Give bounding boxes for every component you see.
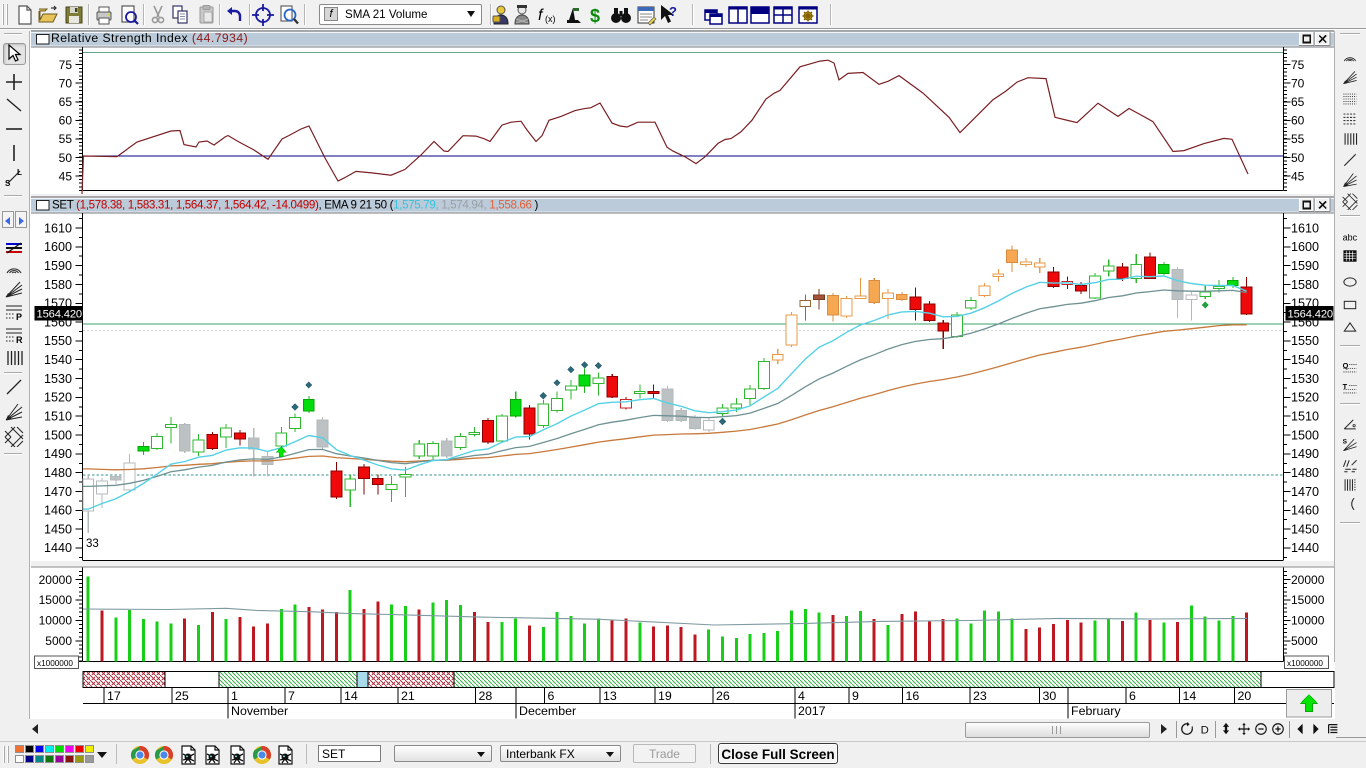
svg-text:15000: 15000 [1291,593,1325,607]
svg-text:2017: 2017 [798,704,826,718]
svg-text:10000: 10000 [1291,614,1325,628]
svg-text:60: 60 [59,114,73,128]
svg-text:R: R [16,335,23,345]
svg-text:1510: 1510 [1291,410,1319,424]
svg-text:(x): (x) [545,14,556,24]
svg-text:1450: 1450 [1291,522,1319,536]
svg-text:1490: 1490 [1291,447,1319,461]
svg-text:9: 9 [852,689,859,703]
svg-text:60: 60 [1291,114,1305,128]
svg-text:1510: 1510 [44,410,72,424]
svg-text:P: P [16,312,22,322]
svg-text:February: February [1071,704,1121,718]
svg-text:65: 65 [59,95,73,109]
svg-text:Q: Q [1343,361,1349,370]
svg-text:33: 33 [86,538,99,550]
svg-text:1450: 1450 [44,522,72,536]
svg-text:T: T [1343,382,1348,391]
svg-text:1580: 1580 [44,278,72,292]
svg-text:1564.420: 1564.420 [1288,308,1333,320]
svg-text:14: 14 [344,689,358,703]
svg-text:S: S [1343,438,1348,445]
svg-text:f: f [538,7,544,24]
svg-text:23: 23 [973,689,987,703]
svg-text:25: 25 [175,689,189,703]
svg-text:20: 20 [1238,689,1252,703]
svg-text:1564.420: 1564.420 [37,308,82,320]
svg-text:1530: 1530 [1291,372,1319,386]
svg-text:5000: 5000 [1291,634,1318,648]
svg-text:55: 55 [1291,132,1305,146]
svg-text:65: 65 [1291,95,1305,109]
svg-text:abc: abc [1343,232,1358,242]
svg-text:1600: 1600 [44,240,72,254]
svg-text:1500: 1500 [1291,428,1319,442]
svg-text:x1000000: x1000000 [37,659,73,668]
svg-text:75: 75 [59,58,73,72]
svg-text:1460: 1460 [44,504,72,518]
svg-text:50: 50 [59,151,73,165]
svg-text:7: 7 [288,689,295,703]
svg-text:26: 26 [716,689,730,703]
svg-text:1520: 1520 [1291,391,1319,405]
svg-text:1500: 1500 [44,428,72,442]
svg-text:55: 55 [59,132,73,146]
svg-text:1590: 1590 [1291,259,1319,273]
svg-text:1610: 1610 [44,221,72,235]
svg-text:1470: 1470 [44,485,72,499]
svg-text:21: 21 [401,689,415,703]
svg-text:1550: 1550 [1291,334,1319,348]
svg-text:Relative Strength Index (44.79: Relative Strength Index (44.7934) [51,31,248,45]
svg-text:1480: 1480 [1291,466,1319,480]
svg-text:D: D [1201,724,1209,736]
svg-text:1530: 1530 [44,372,72,386]
svg-text:?: ? [669,4,677,19]
svg-text:1520: 1520 [44,391,72,405]
svg-text:1550: 1550 [44,334,72,348]
svg-text:10000: 10000 [39,614,73,628]
svg-text:19: 19 [658,689,672,703]
svg-text:1540: 1540 [44,353,72,367]
svg-text:4: 4 [798,689,805,703]
svg-text:1460: 1460 [1291,504,1319,518]
svg-text:1540: 1540 [1291,353,1319,367]
svg-text:November: November [231,704,288,718]
svg-text:75: 75 [1291,58,1305,72]
svg-text:17: 17 [107,689,121,703]
svg-text:1440: 1440 [1291,541,1319,555]
svg-text:1490: 1490 [44,447,72,461]
svg-text:SET (1,578.38, 1,583.31, 1,564: SET (1,578.38, 1,583.31, 1,564.37, 1,564… [52,199,538,212]
svg-text:1590: 1590 [44,259,72,273]
svg-text:$: $ [590,6,600,26]
svg-text:45: 45 [1291,169,1305,183]
svg-text:x1000000: x1000000 [1287,659,1323,668]
svg-text:1610: 1610 [1291,221,1319,235]
svg-text:L: L [17,168,22,177]
svg-text:70: 70 [1291,77,1305,91]
svg-text:1580: 1580 [1291,278,1319,292]
svg-text:6: 6 [1129,689,1136,703]
svg-text:16: 16 [906,689,920,703]
svg-text:6: 6 [548,689,555,703]
svg-text:1600: 1600 [1291,240,1319,254]
svg-text:70: 70 [59,77,73,91]
svg-text:28: 28 [479,689,493,703]
svg-text:13: 13 [603,689,617,703]
svg-text:1470: 1470 [1291,485,1319,499]
svg-text:5000: 5000 [45,634,72,648]
svg-text:15000: 15000 [39,593,73,607]
svg-text:20000: 20000 [1291,573,1325,587]
svg-text:1440: 1440 [44,541,72,555]
svg-text:1480: 1480 [44,466,72,480]
svg-text:14: 14 [1183,689,1197,703]
svg-text:30: 30 [1043,689,1057,703]
svg-text:50: 50 [1291,151,1305,165]
svg-text:1: 1 [231,689,238,703]
svg-text:45: 45 [59,169,73,183]
svg-text:20000: 20000 [39,573,73,587]
svg-text:S: S [5,179,11,188]
svg-text:December: December [519,704,576,718]
